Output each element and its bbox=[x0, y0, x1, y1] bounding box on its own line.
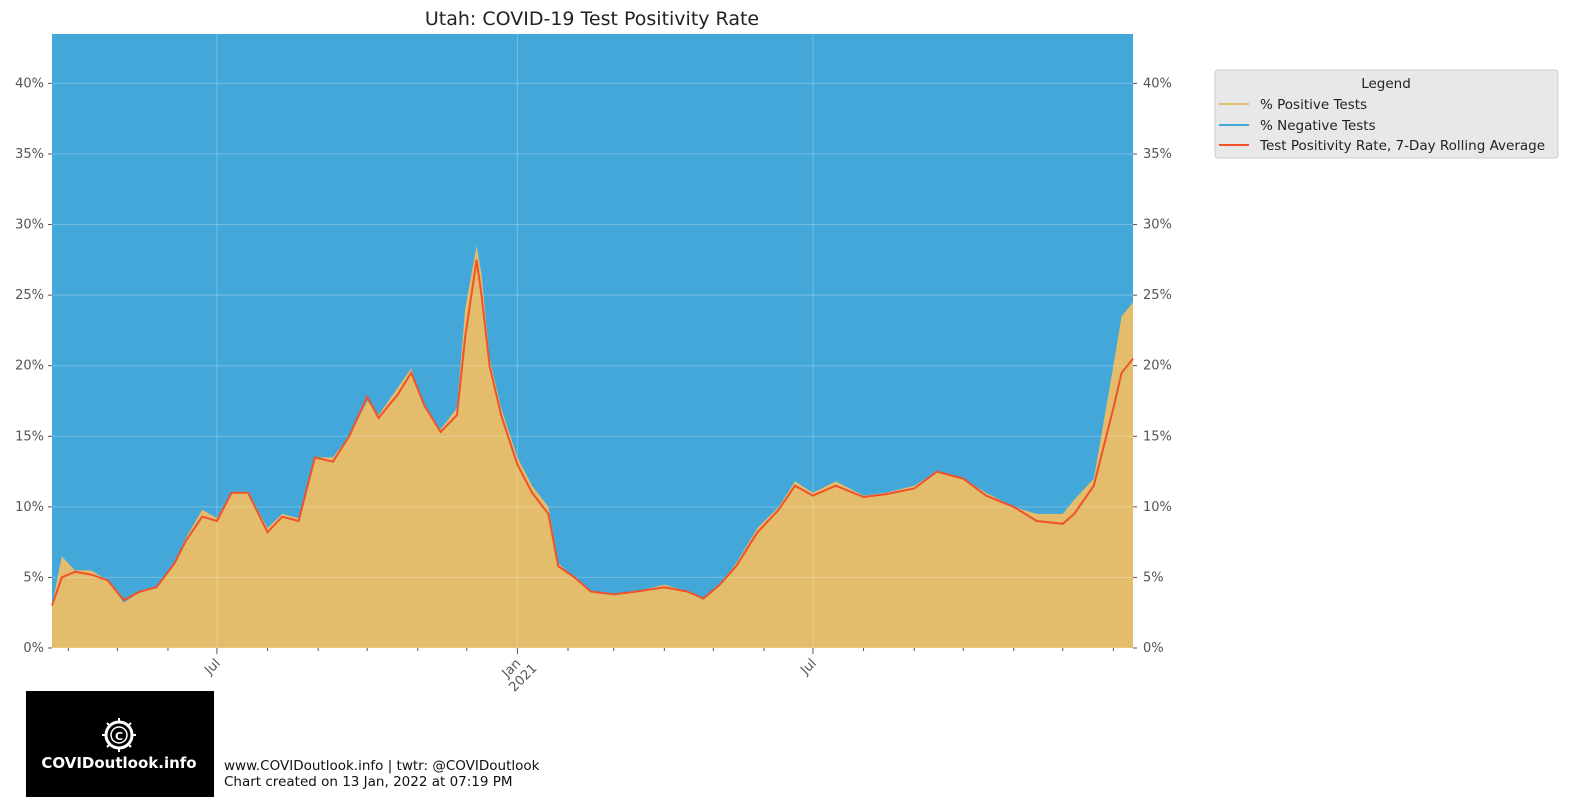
y-tick-label-right: 10% bbox=[1143, 500, 1172, 515]
svg-text:C: C bbox=[115, 730, 123, 743]
x-axis: Jul Jan2021 Jul bbox=[67, 648, 1114, 696]
legend-label-negative: % Negative Tests bbox=[1260, 118, 1376, 134]
footer-line-2: Chart created on 13 Jan, 2022 at 07:19 P… bbox=[224, 774, 513, 790]
legend-label-positive: % Positive Tests bbox=[1260, 97, 1367, 113]
chart-title: Utah: COVID-19 Test Positivity Rate bbox=[425, 8, 759, 30]
x-tick-label: Jan2021 bbox=[496, 651, 541, 696]
y-tick-label: 35% bbox=[15, 147, 44, 162]
grid-lines bbox=[52, 34, 1133, 649]
y-tick-label: 30% bbox=[15, 218, 44, 233]
legend-label-rolling: Test Positivity Rate, 7-Day Rolling Aver… bbox=[1259, 138, 1545, 154]
legend-title: Legend bbox=[1361, 76, 1411, 92]
y-axis-left: 0% 5% 10% 15% 20% 25% 30% 35% 40% bbox=[15, 76, 52, 656]
logo-text: COVIDoutlook.info bbox=[41, 754, 196, 772]
y-tick-label: 0% bbox=[23, 641, 44, 656]
y-tick-label: 40% bbox=[15, 76, 44, 91]
y-tick-label-right: 0% bbox=[1143, 641, 1164, 656]
y-tick-label-right: 15% bbox=[1143, 429, 1172, 444]
footer-line-1: www.COVIDoutlook.info | twtr: @COVIDoutl… bbox=[224, 758, 540, 774]
y-tick-label-right: 5% bbox=[1143, 570, 1164, 585]
y-tick-label: 20% bbox=[15, 359, 44, 374]
legend-box bbox=[1214, 69, 1559, 159]
y-tick-label-right: 40% bbox=[1143, 76, 1172, 91]
y-tick-label: 25% bbox=[15, 288, 44, 303]
x-tick-label: Jul bbox=[201, 656, 223, 678]
y-axis-right: 0% 5% 10% 15% 20% 25% 30% 35% 40% bbox=[1133, 76, 1172, 656]
y-tick-label-right: 25% bbox=[1143, 288, 1172, 303]
y-tick-label-right: 30% bbox=[1143, 218, 1172, 233]
positive-tests-area bbox=[52, 245, 1133, 648]
legend: Legend % Positive Tests % Negative Tests… bbox=[1214, 69, 1559, 159]
virus-icon: C bbox=[102, 718, 136, 752]
y-tick-label: 5% bbox=[23, 570, 44, 585]
y-tick-label: 10% bbox=[15, 500, 44, 515]
y-tick-label-right: 35% bbox=[1143, 147, 1172, 162]
y-tick-label: 15% bbox=[15, 429, 44, 444]
y-tick-label-right: 20% bbox=[1143, 359, 1172, 374]
x-tick-label: Jul bbox=[797, 656, 819, 678]
covidoutlook-logo: C COVIDoutlook.info bbox=[26, 691, 214, 797]
plot-area bbox=[51, 34, 1134, 649]
rolling-average-line bbox=[51, 259, 1134, 607]
logo-background bbox=[26, 691, 214, 797]
